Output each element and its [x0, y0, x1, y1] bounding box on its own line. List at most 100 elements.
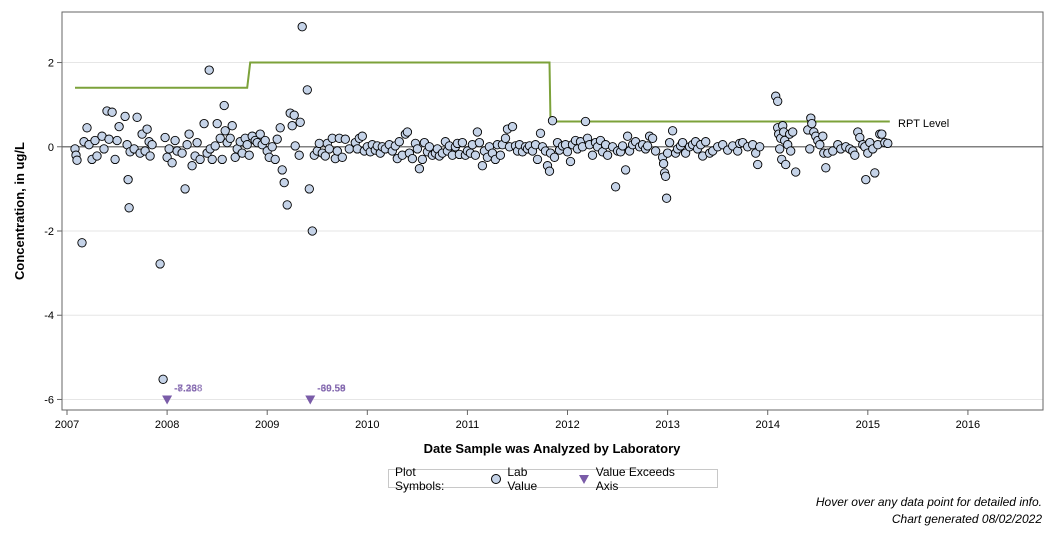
triangle-down-marker-icon [578, 474, 589, 484]
lab-value-point [147, 140, 157, 150]
lab-value-point [677, 137, 688, 148]
lab-value-point [77, 238, 87, 248]
lab-value-point [72, 155, 82, 165]
footer-generated-date: Chart generated 08/02/2022 [891, 512, 1042, 526]
lab-value-point [314, 138, 324, 149]
lab-value-point [217, 154, 227, 165]
x-tick-label: 2011 [456, 419, 480, 431]
lab-value-point [90, 135, 100, 146]
lab-value-point [877, 129, 887, 139]
lab-value-point [755, 142, 765, 152]
lab-value-point [818, 131, 828, 141]
lab-value-point [155, 259, 165, 269]
lab-value-point [457, 137, 468, 148]
lab-value-point [195, 154, 205, 165]
lab-value-point [324, 144, 334, 154]
lab-value-point [184, 129, 194, 139]
lab-value-point [304, 184, 314, 194]
lab-value-point [244, 150, 254, 160]
lab-value-point [212, 118, 222, 129]
lab-value-point [870, 168, 880, 178]
x-tick-label: 2009 [255, 419, 279, 431]
lab-value-point [187, 161, 197, 171]
lab-value-point [182, 140, 192, 150]
lab-value-point [544, 166, 555, 176]
value-exceeds-axis-marker [162, 395, 173, 405]
lab-value-point [267, 142, 277, 152]
lab-value-point [883, 138, 893, 149]
lab-value-point [199, 118, 209, 129]
reference-line [75, 61, 890, 123]
lab-value-point [547, 116, 558, 126]
lab-value-point [620, 165, 631, 175]
lab-value-point [781, 159, 791, 170]
lab-value-point [145, 151, 155, 161]
x-tick-label: 2016 [956, 419, 980, 431]
lab-value-point [170, 135, 180, 146]
lab-value-point [120, 111, 130, 122]
lab-value-point [158, 374, 168, 384]
rpt-level-line [75, 61, 890, 123]
lab-value-point [279, 177, 289, 188]
exceed-value-label: -39.58 [317, 383, 346, 394]
lab-value-point [773, 96, 783, 106]
legend-item-value-exceeds-axis: Value Exceeds Axis [578, 465, 699, 493]
y-tick-label: 2 [48, 58, 54, 70]
lab-value-point [99, 144, 109, 154]
lab-value-point [160, 132, 170, 143]
y-axis-title: Concentration, in ug/L [12, 142, 27, 280]
lab-value-point [642, 141, 653, 151]
lab-value-point [210, 141, 220, 151]
lab-value-point [112, 135, 122, 146]
lab-value-point [219, 100, 229, 111]
lab-value-point [472, 127, 483, 137]
lab-value-point [549, 152, 560, 162]
lab-value-point [337, 152, 347, 162]
lab-value-point [215, 133, 225, 143]
lab-value-point [340, 134, 350, 144]
lab-value-point [180, 184, 190, 194]
lab-value-point [225, 133, 235, 143]
lab-value-point [647, 133, 658, 143]
lab-value-point [294, 150, 304, 160]
lab-value-point [753, 159, 763, 170]
exceed-markers: -7.338-8.26 -60.59-39.58 [162, 383, 346, 405]
lab-value-point [788, 127, 798, 137]
lab-value-point [815, 140, 825, 150]
lab-value-point [477, 161, 488, 171]
lab-value-point [132, 112, 142, 122]
lab-value-point [287, 121, 297, 131]
lab-value-point [275, 123, 285, 133]
lab-value-point [290, 141, 300, 151]
lab-value-point [660, 171, 671, 181]
lab-value-point [791, 167, 801, 177]
y-tick-label: -4 [44, 310, 54, 322]
lab-value-point [587, 150, 598, 160]
legend-label-lab-value: Lab Value [507, 464, 538, 493]
lab-value-point [167, 158, 177, 168]
x-tick-label: 2012 [555, 419, 579, 431]
lab-value-point [495, 150, 506, 160]
footer-hover-note: Hover over any data point for detailed i… [815, 495, 1042, 509]
reference-line-label: RPT Level [898, 118, 949, 130]
lab-value-point [664, 137, 675, 148]
lab-value-point [414, 164, 425, 174]
exceed-value-label: -8.26 [174, 383, 197, 394]
lab-value-point [861, 174, 871, 185]
legend: Plot Symbols: Lab Value Value Exceeds Ax… [388, 465, 718, 493]
lab-value-point [123, 174, 133, 185]
lab-value-point [297, 22, 307, 32]
legend-title: Plot Symbols: [395, 464, 445, 493]
lab-value-point [562, 147, 573, 157]
lab-value-point [701, 137, 711, 147]
lab-value-point [272, 134, 282, 144]
lab-value-point [565, 156, 576, 167]
lab-value-point [470, 150, 481, 160]
lab-value-point [662, 148, 673, 158]
lab-value-point [255, 129, 265, 139]
lab-value-point [775, 144, 785, 154]
lab-value-point [535, 128, 546, 138]
lab-value-point [617, 141, 628, 151]
lab-value-point [402, 127, 413, 137]
y-tick-label: 0 [48, 142, 54, 154]
